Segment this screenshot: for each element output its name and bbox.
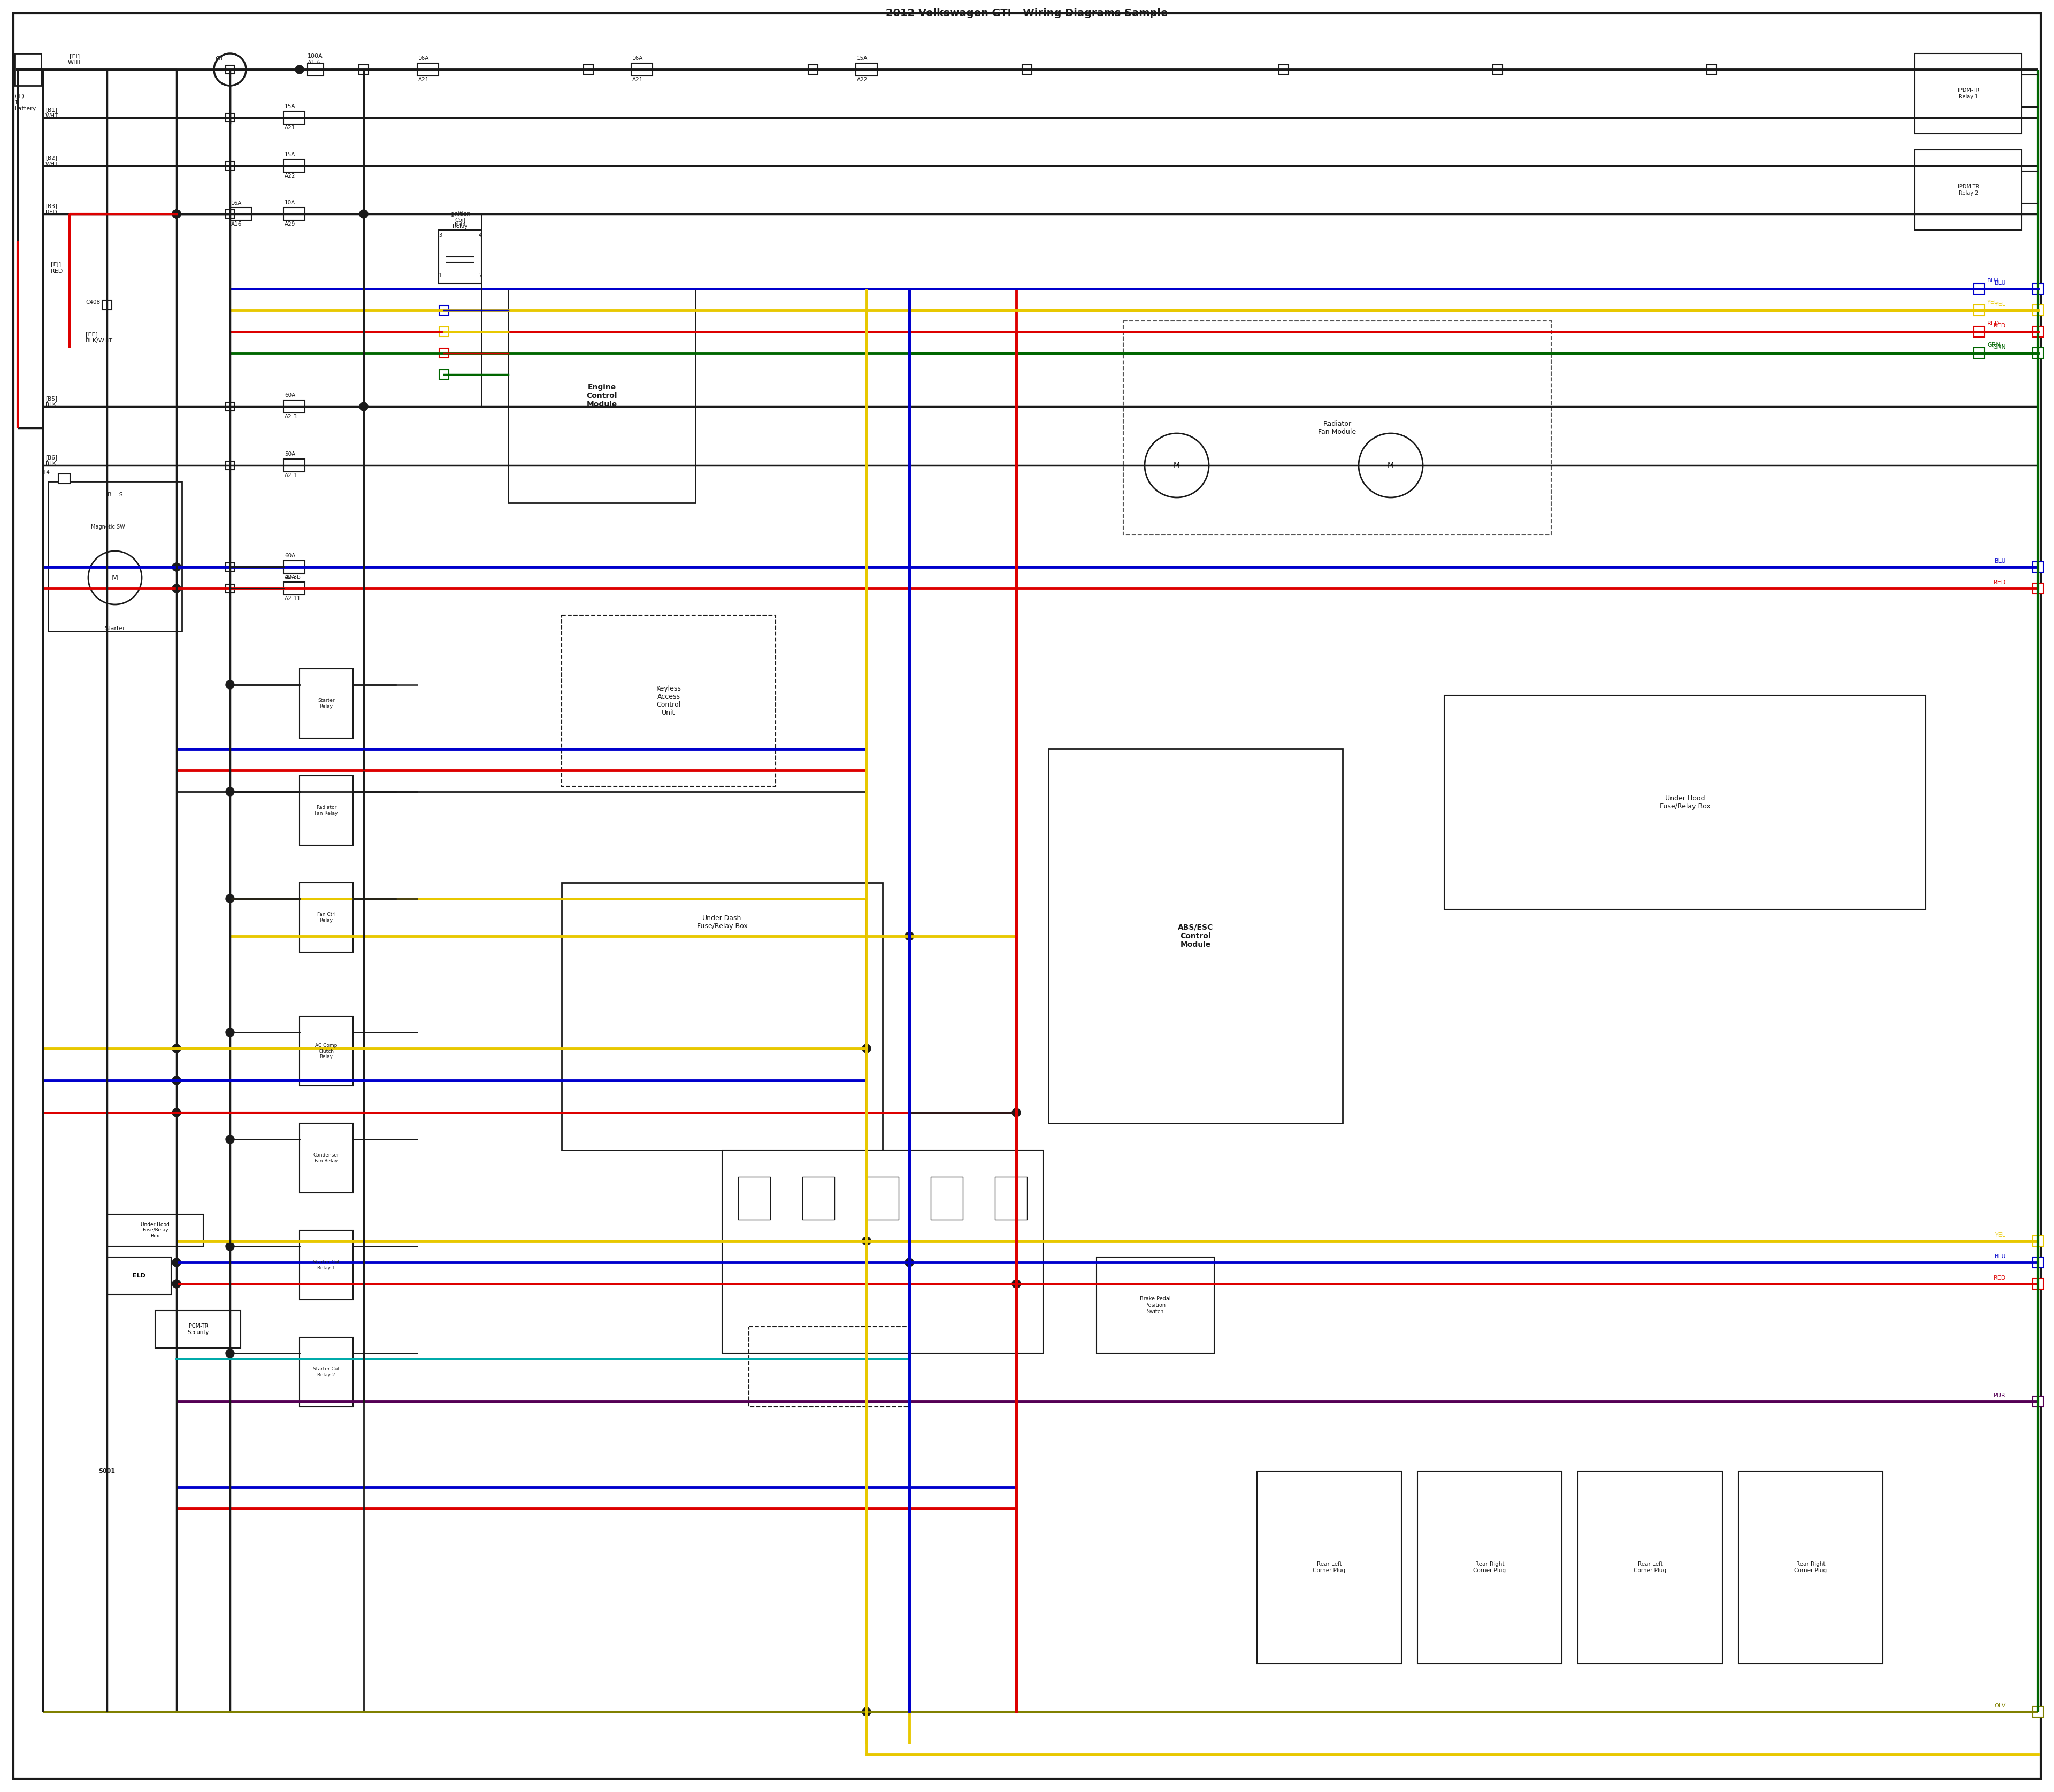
Bar: [283, 459, 304, 471]
Bar: [1097, 1256, 1214, 1353]
Bar: [226, 113, 234, 122]
Bar: [2033, 561, 2044, 572]
Bar: [226, 401, 234, 410]
Text: 60A: 60A: [286, 392, 296, 398]
Text: [B1]
WHT: [B1] WHT: [45, 108, 58, 118]
Circle shape: [226, 161, 234, 170]
Bar: [723, 1150, 1043, 1353]
Text: IPDM-TR
Relay 1: IPDM-TR Relay 1: [1957, 88, 1980, 99]
Text: 16A: 16A: [419, 56, 429, 61]
Bar: [283, 208, 304, 220]
Text: T4: T4: [43, 470, 49, 475]
Text: A29: A29: [286, 222, 296, 228]
Circle shape: [359, 65, 368, 73]
Bar: [1280, 65, 1288, 73]
Text: GRN: GRN: [1992, 344, 2007, 349]
Bar: [2033, 348, 2044, 358]
Text: [EI]
WHT: [EI] WHT: [68, 54, 82, 65]
Circle shape: [226, 563, 234, 572]
Bar: [2033, 305, 2044, 315]
Bar: [107, 1256, 170, 1294]
Circle shape: [226, 1349, 234, 1358]
Text: A21: A21: [419, 77, 429, 82]
Text: Rear Right
Corner Plug: Rear Right Corner Plug: [1795, 1561, 1826, 1573]
Text: A2-3b: A2-3b: [286, 575, 302, 581]
Bar: [300, 1337, 353, 1407]
Bar: [47, 482, 183, 631]
Bar: [1493, 65, 1504, 73]
Bar: [226, 210, 234, 219]
Bar: [226, 461, 234, 470]
Bar: [440, 348, 448, 358]
Bar: [300, 1016, 353, 1086]
Bar: [2033, 1256, 2044, 1267]
Bar: [440, 229, 481, 283]
Bar: [930, 1177, 963, 1220]
Text: A21: A21: [633, 77, 643, 82]
Bar: [1974, 283, 1984, 294]
Bar: [283, 582, 304, 595]
Bar: [440, 369, 448, 380]
Bar: [226, 161, 234, 170]
Bar: [1974, 305, 1984, 315]
Bar: [2033, 1706, 2044, 1717]
Bar: [1974, 326, 1984, 337]
Bar: [1023, 65, 1031, 73]
Bar: [226, 65, 234, 73]
Text: 1: 1: [440, 272, 442, 278]
Text: A22: A22: [857, 77, 867, 82]
Bar: [583, 65, 594, 73]
Circle shape: [173, 1109, 181, 1116]
Circle shape: [173, 1077, 181, 1084]
Text: 15A: 15A: [286, 152, 296, 158]
Circle shape: [226, 113, 234, 122]
Text: 100A
A1-6: 100A A1-6: [308, 54, 322, 65]
Bar: [1124, 321, 1551, 536]
Bar: [417, 63, 440, 75]
Circle shape: [906, 932, 914, 941]
Bar: [308, 63, 325, 75]
Text: Rear Right
Corner Plug: Rear Right Corner Plug: [1473, 1561, 1506, 1573]
Bar: [14, 54, 41, 86]
Text: IPCM-TR
Security: IPCM-TR Security: [187, 1324, 210, 1335]
Text: Radiator
Fan Module: Radiator Fan Module: [1319, 421, 1356, 435]
Text: Ignition
Coil
Relay: Ignition Coil Relay: [450, 211, 470, 229]
Circle shape: [226, 210, 234, 219]
Bar: [750, 1326, 910, 1407]
Text: [B6]
BLK: [B6] BLK: [45, 455, 58, 466]
Text: Rear Left
Corner Plug: Rear Left Corner Plug: [1633, 1561, 1666, 1573]
Bar: [440, 305, 448, 315]
Text: Under Hood
Fuse/Relay
Box: Under Hood Fuse/Relay Box: [142, 1222, 170, 1238]
Text: [EE]
BLK/WHT: [EE] BLK/WHT: [86, 332, 113, 344]
Text: N44: N44: [454, 222, 466, 228]
Bar: [1257, 1471, 1401, 1663]
Circle shape: [226, 1029, 234, 1038]
Bar: [226, 584, 234, 593]
Text: 60A: 60A: [286, 554, 296, 559]
Text: 2: 2: [479, 272, 483, 278]
Text: RED: RED: [1986, 321, 2001, 326]
Bar: [561, 615, 776, 787]
Text: (+)
1
Battery: (+) 1 Battery: [14, 93, 37, 111]
Text: 10A: 10A: [286, 201, 296, 206]
Text: BLU: BLU: [1994, 1254, 2007, 1260]
Circle shape: [173, 1236, 181, 1245]
Circle shape: [226, 113, 234, 122]
Bar: [1707, 65, 1717, 73]
Text: YEL: YEL: [1994, 1233, 2007, 1238]
Circle shape: [226, 894, 234, 903]
Text: A2-3: A2-3: [286, 414, 298, 419]
Bar: [226, 563, 234, 572]
Bar: [300, 776, 353, 846]
Circle shape: [173, 1279, 181, 1288]
Text: IPDM-TR
Relay 2: IPDM-TR Relay 2: [1957, 185, 1980, 195]
Bar: [2033, 582, 2044, 593]
Text: ABS/ESC
Control
Module: ABS/ESC Control Module: [1177, 923, 1214, 948]
Bar: [803, 1177, 834, 1220]
Bar: [1417, 1471, 1561, 1663]
Bar: [631, 63, 653, 75]
Bar: [2033, 1396, 2044, 1407]
Circle shape: [226, 461, 234, 470]
Text: 3: 3: [440, 233, 442, 238]
Circle shape: [1013, 1109, 1021, 1116]
